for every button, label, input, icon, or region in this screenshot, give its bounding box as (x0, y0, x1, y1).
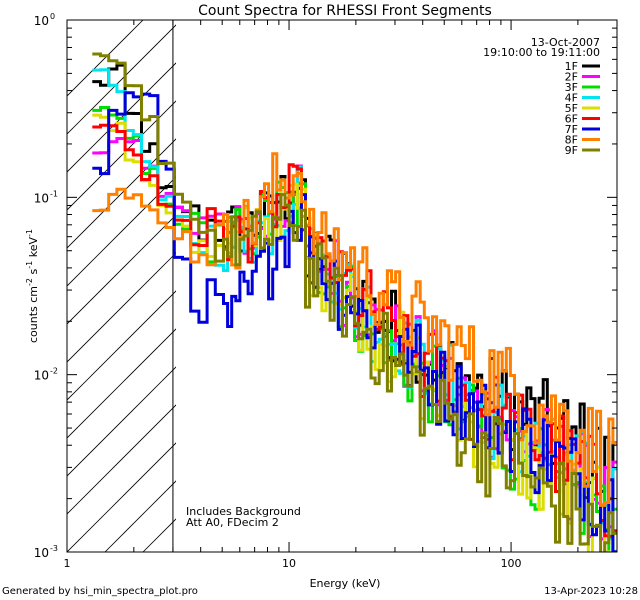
series-group (92, 52, 617, 552)
legend-label-2F: 2F (565, 71, 578, 84)
y-axis-label: counts cm-2 s-1 keV-1 (25, 229, 40, 343)
x-tick-label: 10 (282, 557, 296, 570)
series-line-9F (92, 52, 617, 552)
legend-label-6F: 6F (565, 113, 578, 126)
y-tick-label-exponent: -2 (50, 367, 58, 376)
hatch-line (67, 138, 176, 249)
x-tick-label: 1 (64, 557, 71, 570)
hatch-line (67, 442, 176, 552)
y-tick-label-exponent: -1 (50, 189, 58, 198)
y-tick-label: 10 (34, 369, 49, 383)
annotation-attenuator: Att A0, FDecim 2 (186, 516, 279, 529)
legend-label-5F: 5F (565, 102, 578, 115)
y-tick-label-exponent: -3 (50, 544, 58, 553)
axis-ticks (66, 19, 618, 553)
y-tick-label-exponent: 0 (50, 12, 55, 21)
plot-frame (66, 19, 618, 553)
hatch-line (67, 176, 176, 287)
hatch-line (67, 366, 176, 477)
x-tick-label: 100 (501, 557, 522, 570)
hatch-line (67, 20, 144, 97)
legend-label-4F: 4F (565, 92, 578, 105)
chart-title: Count Spectra for RHESSI Front Segments (198, 3, 492, 19)
footer-generator: Generated by hsi_min_spectra_plot.pro (2, 586, 198, 597)
hatch-line (67, 252, 176, 363)
legend-label-1F: 1F (565, 60, 578, 73)
annotation-background: Includes Background (186, 505, 301, 518)
legend-label-8F: 8F (565, 134, 578, 147)
y-tick-label: 10 (34, 14, 49, 28)
obs-time-range: 19:10:00 to 19:11:00 (483, 46, 600, 59)
footer-timestamp: 13-Apr-2023 10:28 (544, 586, 638, 597)
y-tick-label: 10 (34, 191, 49, 205)
hatch-line (67, 24, 176, 135)
legend-label-9F: 9F (565, 144, 578, 157)
x-axis-label: Energy (keV) (310, 577, 381, 590)
legend-label-7F: 7F (565, 123, 578, 136)
y-tick-label: 10 (34, 546, 49, 560)
obs-date: 13-Oct-2007 (531, 36, 600, 49)
legend-label-3F: 3F (565, 81, 578, 94)
hatch-line (67, 404, 176, 515)
hatch-line (67, 214, 176, 325)
